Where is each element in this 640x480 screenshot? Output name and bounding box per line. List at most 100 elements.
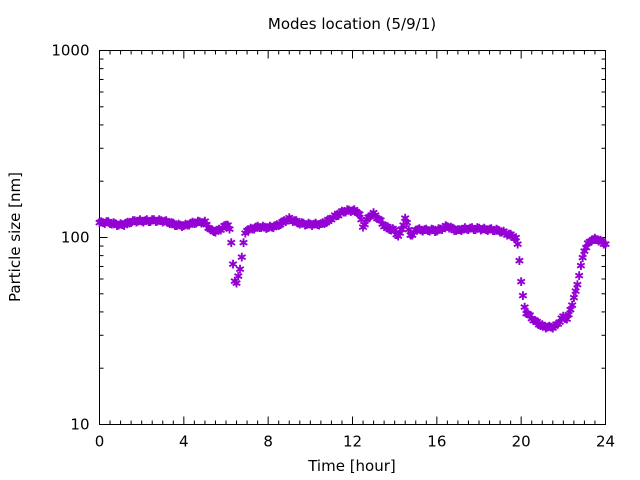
- data-point: ✱: [325, 213, 335, 227]
- x-tick-label: 8: [263, 433, 273, 451]
- data-point: ✱: [223, 218, 233, 232]
- data-point: ✱: [506, 227, 516, 241]
- data-point: ✱: [289, 214, 299, 228]
- data-point: ✱: [337, 204, 347, 218]
- data-point: ✱: [168, 217, 178, 231]
- data-point: ✱: [421, 222, 431, 236]
- data-point: ✱: [420, 223, 430, 237]
- data-point: ✱: [395, 226, 405, 240]
- data-point: ✱: [133, 215, 143, 229]
- data-point: ✱: [541, 321, 551, 335]
- data-point: ✱: [126, 216, 136, 230]
- data-point: ✱: [158, 216, 168, 230]
- data-point: ✱: [217, 222, 227, 236]
- data-point: ✱: [560, 312, 570, 326]
- data-point: ✱: [195, 215, 205, 229]
- data-point: ✱: [135, 213, 145, 227]
- data-point: ✱: [209, 225, 219, 239]
- data-point: ✱: [342, 203, 352, 217]
- data-point: ✱: [427, 223, 437, 237]
- data-point: ✱: [499, 225, 509, 239]
- x-tick-label: 0: [95, 433, 105, 451]
- data-point: ✱: [372, 212, 382, 226]
- data-point: ✱: [288, 215, 298, 229]
- data-point: ✱: [564, 308, 574, 322]
- y-tick-label: 10: [70, 416, 89, 434]
- data-point: ✱: [149, 213, 159, 227]
- data-point: ✱: [349, 203, 359, 217]
- data-point: ✱: [258, 220, 268, 234]
- data-point: ✱: [425, 224, 435, 238]
- data-point: ✱: [144, 215, 154, 229]
- data-point: ✱: [323, 213, 333, 227]
- data-point: ✱: [246, 222, 256, 236]
- data-point: ✱: [456, 224, 466, 238]
- data-point: ✱: [521, 307, 531, 321]
- data-point: ✱: [265, 220, 275, 234]
- data-point: ✱: [253, 219, 263, 233]
- data-point: ✱: [590, 232, 600, 246]
- data-point: ✱: [228, 257, 238, 271]
- data-point: ✱: [460, 221, 470, 235]
- data-point: ✱: [477, 223, 487, 237]
- data-point: ✱: [109, 216, 119, 230]
- data-point: ✱: [244, 223, 254, 237]
- data-point: ✱: [309, 217, 319, 231]
- data-point: ✱: [156, 214, 166, 228]
- data-point: ✱: [537, 318, 547, 332]
- data-point: ✱: [397, 223, 407, 237]
- y-tick-label: 1000: [51, 42, 89, 60]
- data-point: ✱: [154, 213, 164, 227]
- data-point: ✱: [205, 222, 215, 236]
- data-point: ✱: [363, 210, 373, 224]
- data-point: ✱: [147, 213, 157, 227]
- data-point: ✱: [550, 320, 560, 334]
- data-point: ✱: [335, 206, 345, 220]
- data-point: ✱: [470, 223, 480, 237]
- data-point: ✱: [362, 213, 372, 227]
- data-point: ✱: [437, 223, 447, 237]
- data-point: ✱: [581, 241, 591, 255]
- data-point: ✱: [488, 224, 498, 238]
- data-point: ✱: [567, 298, 577, 312]
- x-tick-label: 12: [343, 433, 362, 451]
- data-point: ✱: [103, 215, 113, 229]
- data-point: ✱: [485, 222, 495, 236]
- data-point: ✱: [374, 213, 384, 227]
- data-point: ✱: [430, 225, 440, 239]
- data-point: ✱: [449, 224, 459, 238]
- data-point: ✱: [161, 214, 171, 228]
- data-point: ✱: [514, 254, 524, 268]
- data-point: ✱: [318, 216, 328, 230]
- data-point: ✱: [128, 214, 138, 228]
- x-tick-label: 24: [596, 433, 615, 451]
- data-point: ✱: [490, 224, 500, 238]
- data-point: ✱: [551, 318, 561, 332]
- data-point: ✱: [124, 217, 134, 231]
- data-point: ✱: [572, 278, 582, 292]
- data-point: ✱: [358, 220, 368, 234]
- data-point: ✱: [476, 223, 486, 237]
- data-point: ✱: [542, 321, 552, 335]
- data-point: ✱: [465, 221, 475, 235]
- data-point: ✱: [293, 216, 303, 230]
- data-point: ✱: [525, 308, 535, 322]
- data-point: ✱: [414, 222, 424, 236]
- data-point: ✱: [110, 217, 120, 231]
- data-point: ✱: [532, 315, 542, 329]
- data-point: ✱: [137, 214, 147, 228]
- data-point: ✱: [523, 308, 533, 322]
- axis-ticks: [99, 50, 606, 425]
- data-point: ✱: [172, 219, 182, 233]
- data-point: ✱: [235, 262, 245, 276]
- data-point: ✱: [534, 318, 544, 332]
- data-point: ✱: [114, 218, 124, 232]
- data-point: ✱: [578, 251, 588, 265]
- data-point: ✱: [558, 309, 568, 323]
- data-point: ✱: [571, 284, 581, 298]
- data-point: ✱: [497, 225, 507, 239]
- data-point: ✱: [281, 215, 291, 229]
- data-point: ✱: [232, 276, 242, 290]
- data-point: ✱: [569, 291, 579, 305]
- data-point: ✱: [472, 221, 482, 235]
